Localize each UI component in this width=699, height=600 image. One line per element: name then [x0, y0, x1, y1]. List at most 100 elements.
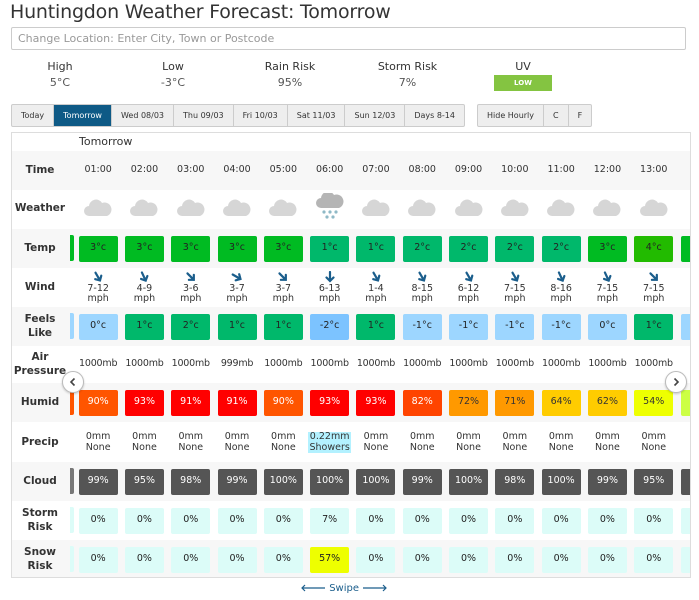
cell-weather [353, 189, 399, 228]
cell-precip: 0mm None [445, 423, 491, 462]
cell-storm: 0% [492, 501, 538, 540]
snow-value: 0% [217, 546, 257, 573]
precip-type: None [224, 441, 250, 453]
wind-unit: mph [133, 293, 156, 304]
wind-speed: 7-15 [642, 282, 665, 294]
air-pressure: 1000mb [79, 358, 118, 370]
feels-value: 1°c [263, 313, 303, 340]
cell-weather [492, 189, 538, 228]
row-storm: Storm Risk 0% 0% 0% 0% 0% 7% 0% 0% 0% 0% 0% 0% 0% [12, 501, 690, 540]
cloud-icon [639, 197, 669, 220]
options-tabs: Hide Hourly C F [477, 104, 593, 127]
feels-value: -2°c [310, 313, 350, 340]
tab-sun-12-03[interactable]: Sun 12/03 [345, 105, 406, 126]
tab-days-8-14[interactable]: Days 8-14 [414, 111, 455, 120]
cell-humid: 93% [353, 383, 399, 422]
hour-time: 02:00 [130, 164, 159, 176]
feels-value: -1°c [495, 313, 535, 340]
arrow-left-icon [301, 584, 325, 592]
wind-unit: mph [411, 293, 433, 304]
cell-snow: 0% [399, 540, 445, 577]
tab-thu-09-03[interactable]: Thu 09/03 [174, 105, 234, 126]
cell-snow: 0% [353, 540, 399, 577]
cell-storm: 0% [631, 501, 677, 540]
tab-fri-10-03[interactable]: Fri 10/03 [234, 105, 288, 126]
temp-value: 3°c [263, 235, 303, 262]
hour-time: 11:00 [547, 164, 575, 176]
snow-value: 0% [171, 546, 211, 573]
cell-snow [677, 540, 690, 577]
hour-time: 06:00 [315, 164, 344, 176]
temp-value: 2°c [449, 235, 489, 262]
cell-snow: 0% [168, 540, 214, 577]
cell-precip: 0.22mm Showers [307, 423, 353, 462]
air-pressure: 1000mb [634, 358, 673, 370]
scroll-right-button[interactable] [665, 371, 687, 393]
hour-time: 13:00 [640, 164, 668, 176]
option-hide-hourly[interactable]: Hide Hourly [478, 105, 545, 126]
cell-snow: 0% [538, 540, 584, 577]
tab-wed-08-03[interactable]: Wed 08/03 [112, 105, 174, 126]
cell-precip: 0mm None [214, 423, 260, 462]
air-pressure: 1000mb [171, 358, 210, 370]
hour-time: 03:00 [177, 164, 205, 176]
cell-humid: 93% [121, 383, 167, 422]
cell-feels: -2°c [307, 307, 353, 346]
precip-value: 0mm None [364, 431, 389, 453]
precip-amount: 0mm [178, 431, 204, 443]
cell-temp: 2°c [399, 229, 445, 268]
option-c[interactable]: C [544, 105, 569, 126]
cell-humid: 90% [260, 383, 306, 422]
tab-sat-11-03[interactable]: Sat 11/03 [288, 105, 346, 126]
cell-humid: 72% [445, 383, 491, 422]
feels-value: -1°c [449, 313, 489, 340]
cell-wind: 8-16 mph [538, 268, 584, 307]
tab-tomorrow[interactable]: Tomorrow [54, 105, 112, 126]
wind-unit: mph [318, 293, 341, 304]
row-cells-feels: 0°c 1°c 2°c 1°c 1°c -2°c 1°c -1°c -1°c -1°c -1°c 0°… [70, 307, 690, 346]
cell-feels: -1°c [492, 307, 538, 346]
humid-value: 90% [263, 389, 303, 416]
humid-value: 93% [356, 389, 396, 416]
previous-hour-cell [70, 389, 74, 415]
wind-unit: mph [226, 293, 248, 304]
cell-wind: 6-13 mph [307, 268, 353, 307]
precip-value: 0mm None [502, 431, 527, 453]
hourly-forecast-table[interactable]: Tomorrow Time 01:00 02:00 03:00 04:00 05:00 06… [11, 132, 691, 578]
feels-value: 1°c [124, 313, 164, 340]
cloud-value: 98% [495, 468, 535, 495]
cell-temp: 3°c [260, 229, 306, 268]
precip-amount: 0mm [456, 431, 481, 443]
wind-speed: 7-15 [596, 282, 619, 294]
precip-type: None [132, 441, 157, 453]
storm-value: 0% [78, 507, 118, 534]
row-precip: Precip 0mm None 0mm None 0mm None 0mm None 0mm Non… [12, 423, 690, 462]
row-cells-cloud: 99% 95% 98% 99% 100% 100% 100% 99% 100% 98% 100% 99… [70, 462, 690, 501]
option-f[interactable]: F [577, 111, 583, 120]
storm-risk-label: Storm Risk [377, 60, 438, 73]
cell-humid: 93% [307, 383, 353, 422]
cell-pressure: 1000mb [492, 345, 538, 384]
next-hour-cell [680, 313, 690, 340]
row-label-humid: Humid [20, 395, 60, 408]
air-pressure: 1000mb [542, 358, 581, 370]
summary-uv: UV LOW [490, 60, 556, 91]
cell-pressure: 1000mb [121, 345, 167, 384]
snow-cloud-icon [315, 191, 345, 224]
wind-unit: mph [504, 293, 526, 304]
cell-pressure: 1000mb [307, 345, 353, 384]
cell-snow: 0% [631, 540, 677, 577]
low-value: -3°C [160, 76, 186, 89]
tab-today[interactable]: Today [12, 105, 55, 126]
wind-speed: 8-16 [550, 282, 572, 294]
cell-weather [214, 189, 260, 228]
location-search-input[interactable] [11, 27, 686, 50]
cell-temp: 2°c [445, 229, 491, 268]
cell-time: 04:00 [214, 151, 260, 190]
cell-pressure: 999mb [214, 345, 260, 384]
cell-temp: 3°c [214, 229, 260, 268]
cell-weather [75, 189, 121, 228]
wind-speed: 3-6 [182, 282, 199, 294]
scroll-left-button[interactable] [62, 371, 84, 393]
cell-humid: 91% [214, 383, 260, 422]
